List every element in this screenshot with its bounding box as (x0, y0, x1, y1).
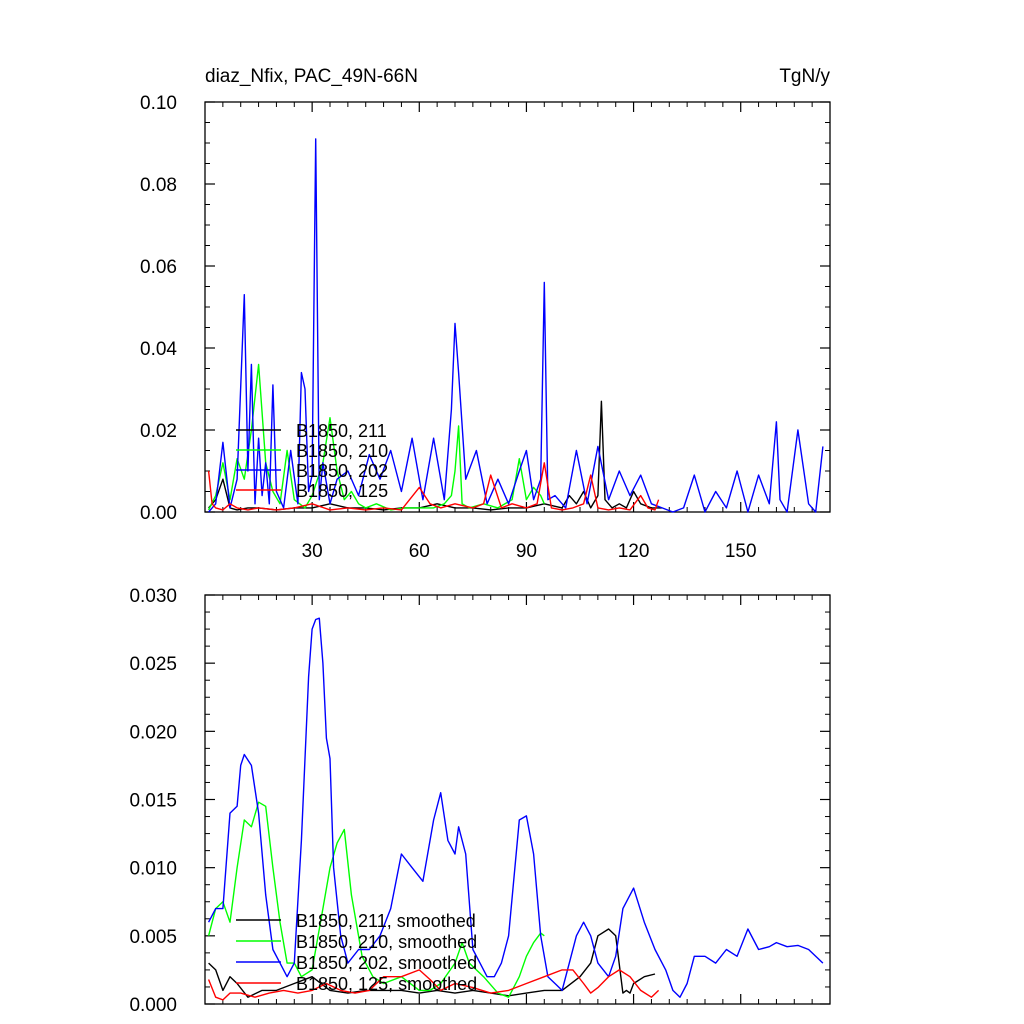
x-tick-label: 90 (516, 541, 537, 562)
legend-label: B1850, 125, smoothed (296, 974, 477, 994)
chart-title: diaz_Nfix, PAC_49N-66N (205, 66, 418, 87)
series-line (208, 928, 656, 998)
series-line (207, 462, 660, 511)
series-line (207, 363, 545, 511)
legend-label: B1850, 202 (296, 461, 388, 481)
legend-label: B1850, 211, smoothed (296, 911, 476, 931)
y-tick-label: 0.00 (140, 503, 177, 524)
x-tick-label: 120 (618, 541, 650, 562)
bottom-panel: 0.000 0.005 0.010 0.015 0.020 0.025 0.030 B1850… (129, 586, 831, 1016)
legend-label: B1850, 210, smoothed (296, 932, 477, 952)
y-tick-label: 0.010 (129, 859, 177, 880)
y-tick-label: 0.04 (140, 339, 177, 360)
y-tick-label: 0.000 (129, 995, 177, 1016)
y-tick-label: 0.020 (129, 722, 177, 743)
x-tick-label: 150 (725, 541, 757, 562)
x-tick-label: 60 (409, 541, 430, 562)
y-tick-label: 0.06 (140, 257, 177, 278)
y-tick-label: 0.015 (129, 791, 177, 812)
legend-label: B1850, 210 (296, 441, 388, 461)
units-label: TgN/y (779, 66, 830, 87)
top-panel: 0.00 0.02 0.04 0.06 0.08 0.10 30 60 90 120 150 B185… (140, 93, 831, 562)
series-line (207, 801, 545, 998)
y-tick-label: 0.08 (140, 175, 177, 196)
y-tick-label: 0.10 (140, 93, 177, 114)
legend-label: B1850, 211 (296, 421, 387, 441)
y-tick-label: 0.030 (129, 586, 177, 607)
y-tick-label: 0.02 (140, 421, 177, 442)
legend-label: B1850, 202, smoothed (296, 953, 477, 973)
y-tick-label: 0.005 (129, 927, 177, 948)
series-line (207, 617, 824, 998)
series-line (207, 969, 660, 1001)
series-line (208, 138, 824, 513)
y-tick-label: 0.025 (129, 654, 177, 675)
legend-label: B1850, 125 (296, 481, 388, 501)
x-tick-label: 30 (302, 541, 323, 562)
